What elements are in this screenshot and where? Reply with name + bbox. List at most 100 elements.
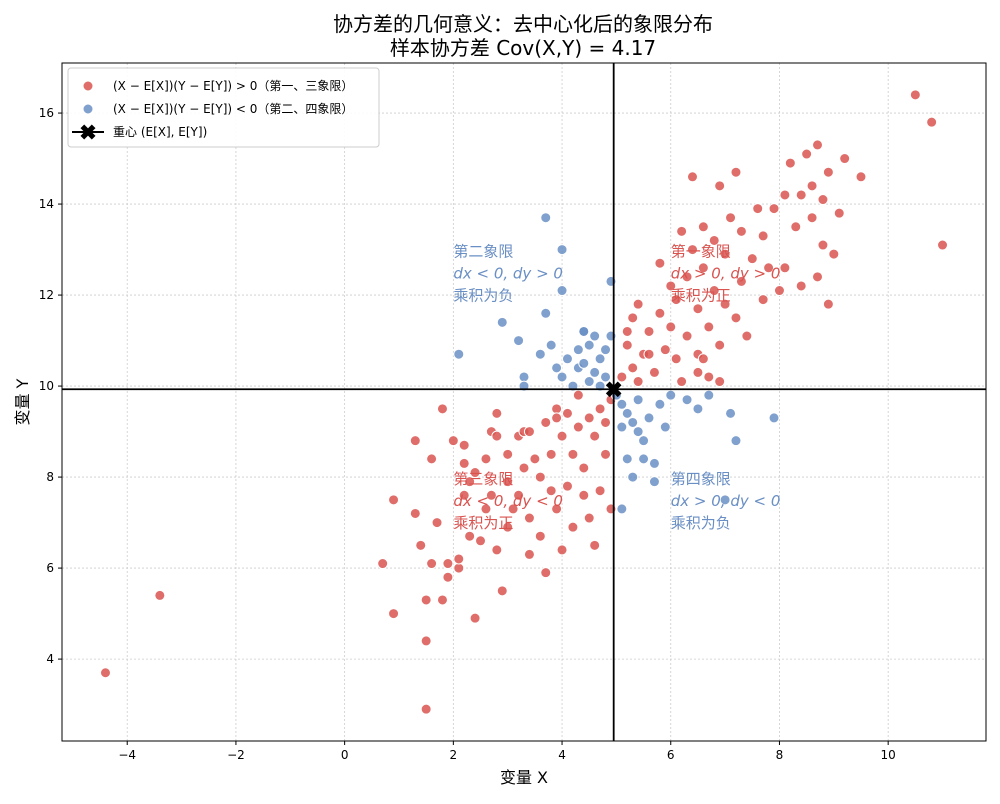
data-point-positive [567, 521, 579, 533]
data-point-positive [735, 275, 747, 287]
data-point-positive [388, 494, 400, 506]
data-point-negative [589, 330, 601, 342]
data-point-positive [654, 307, 666, 319]
data-point-positive [648, 366, 660, 378]
data-point-negative [513, 335, 525, 347]
x-tick-label: 6 [667, 748, 675, 762]
data-point-positive [714, 376, 726, 388]
data-point-negative [616, 421, 628, 433]
x-tick-label: 10 [881, 748, 896, 762]
data-point-positive [561, 407, 573, 419]
data-point-negative [665, 389, 677, 401]
data-point-positive [469, 467, 481, 479]
quadrant-label-line: dx > 0, dy > 0 [671, 264, 781, 282]
data-point-negative [572, 344, 584, 356]
data-point-negative [600, 371, 612, 383]
data-point-negative [561, 353, 573, 365]
data-point-positive [507, 503, 519, 515]
data-point-positive [926, 116, 938, 128]
data-point-negative [632, 394, 644, 406]
data-point-positive [567, 448, 579, 460]
y-tick-label: 8 [46, 470, 54, 484]
data-point-negative [540, 307, 552, 319]
data-point-positive [621, 325, 633, 337]
data-point-positive [502, 448, 514, 460]
y-tick-label: 6 [46, 561, 54, 575]
data-point-positive [806, 212, 818, 224]
data-point-positive [665, 321, 677, 333]
data-point-positive [545, 485, 557, 497]
data-point-positive [458, 489, 470, 501]
data-point-positive [735, 225, 747, 237]
chart-title: 协方差的几何意义：去中心化后的象限分布 [333, 12, 713, 36]
data-point-positive [909, 89, 921, 101]
data-point-positive [779, 262, 791, 274]
data-point-positive [654, 257, 666, 269]
y-tick-label: 14 [39, 197, 54, 211]
data-point-negative [545, 339, 557, 351]
data-point-positive [442, 571, 454, 583]
data-point-positive [714, 180, 726, 192]
data-point-positive [540, 416, 552, 428]
data-point-positive [572, 421, 584, 433]
quadrant-label-line: dx > 0, dy < 0 [671, 492, 781, 510]
data-point-positive [523, 548, 535, 560]
data-point-positive [426, 558, 438, 570]
data-point-negative [616, 398, 628, 410]
data-point-negative [719, 494, 731, 506]
data-point-positive [757, 294, 769, 306]
data-point-positive [839, 153, 851, 165]
plot-border [61, 62, 987, 742]
centroid-bar [605, 381, 622, 398]
data-point-positive [817, 239, 829, 251]
data-point-negative [589, 366, 601, 378]
data-point-positive [833, 207, 845, 219]
quadrant-label-line: 乘积为负 [671, 514, 731, 532]
data-point-positive [632, 298, 644, 310]
data-point-positive [692, 303, 704, 315]
data-point-positive [388, 608, 400, 620]
data-point-negative [621, 453, 633, 465]
data-point-positive [697, 262, 709, 274]
legend-centroid-bar [80, 124, 96, 140]
data-point-positive [692, 366, 704, 378]
y-axis-label: 变量 Y [13, 378, 32, 425]
data-point-positive [561, 480, 573, 492]
data-point-positive [523, 426, 535, 438]
data-point-positive [551, 412, 563, 424]
data-point-negative [725, 407, 737, 419]
quadrant-label-line: 第一象限 [671, 242, 731, 260]
data-point-positive [578, 489, 590, 501]
data-point-positive [773, 285, 785, 297]
data-point-positive [469, 612, 481, 624]
data-point-positive [708, 285, 720, 297]
x-tick-label: 0 [341, 748, 349, 762]
data-point-positive [730, 312, 742, 324]
data-point-positive [496, 585, 508, 597]
data-point-positive [746, 253, 758, 265]
data-point-positive [714, 339, 726, 351]
quadrant-labels: 第二象限 dx < 0, dy > 0 乘积为负 第一象限 dx > 0, dy > 0… [453, 242, 780, 532]
data-point-positive [583, 512, 595, 524]
y-tick-label: 10 [39, 379, 54, 393]
y-tick-label: 12 [39, 288, 54, 302]
data-point-positive [534, 471, 546, 483]
data-point-negative [496, 316, 508, 328]
data-point-positive [513, 489, 525, 501]
data-point-positive [757, 230, 769, 242]
quadrant-label-line: dx < 0, dy < 0 [453, 492, 563, 510]
quadrant-label-line: 第三象限 [453, 470, 513, 488]
data-point-negative [638, 435, 650, 447]
data-point-positive [458, 439, 470, 451]
data-point-positive [447, 435, 459, 447]
y-tick-label: 4 [46, 652, 54, 666]
x-tick-label: 2 [450, 748, 458, 762]
data-point-positive [420, 635, 432, 647]
data-point-positive [730, 166, 742, 178]
x-tick-label: −4 [118, 748, 136, 762]
data-point-positive [621, 339, 633, 351]
data-point-positive [665, 280, 677, 292]
x-tick-label: 8 [776, 748, 784, 762]
data-point-positive [812, 271, 824, 283]
data-point-positive [670, 294, 682, 306]
